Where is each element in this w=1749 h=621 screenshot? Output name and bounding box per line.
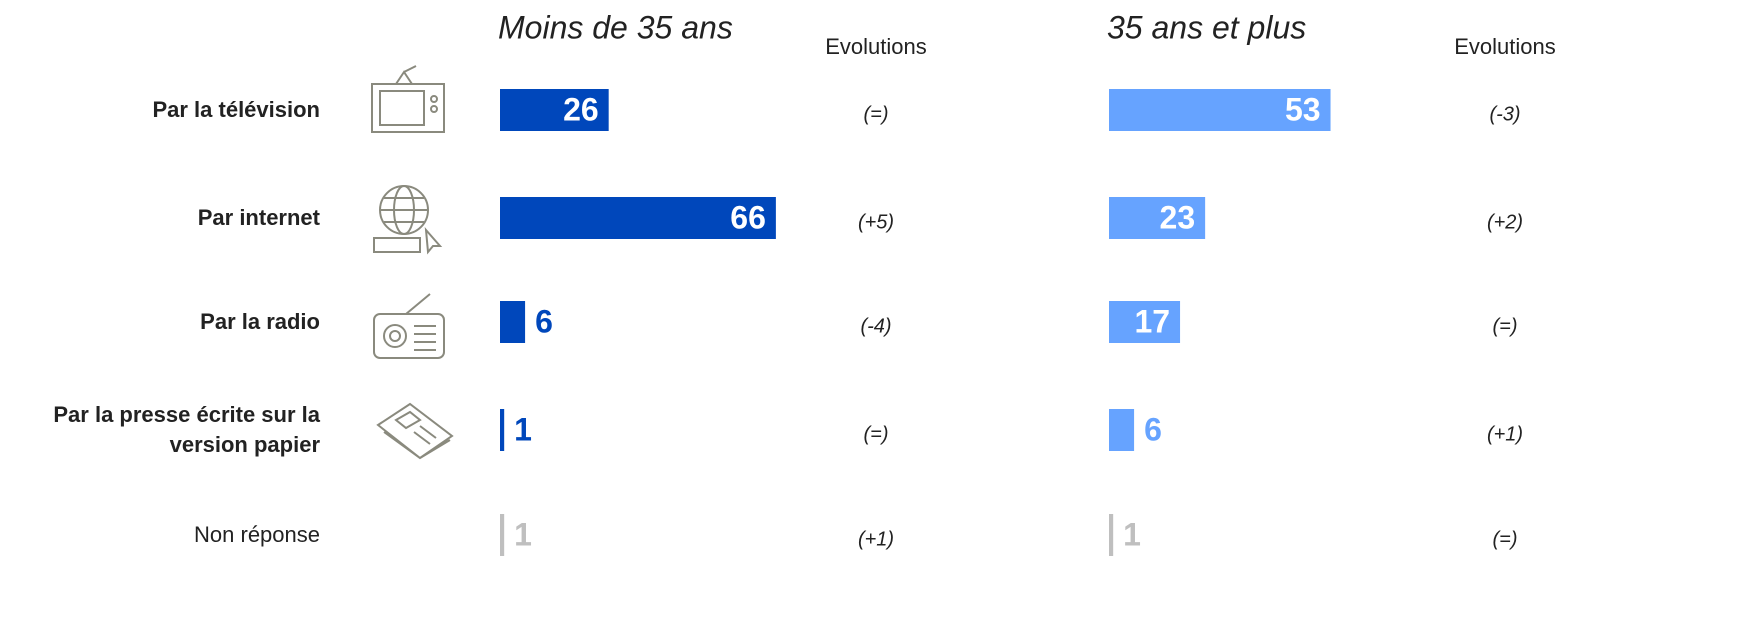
value-label: 1: [514, 411, 532, 447]
evolution-label: (=): [1493, 315, 1518, 337]
evolution-label: (-4): [860, 315, 891, 337]
tv-icon: [371, 65, 445, 133]
bar: [500, 514, 505, 556]
value-label: 6: [1144, 411, 1162, 447]
chart-title: Moins de 35 ans: [498, 9, 733, 45]
bar: [1109, 514, 1114, 556]
bar: [1109, 301, 1181, 343]
value-label: 1: [514, 516, 532, 552]
bar: [1109, 409, 1135, 451]
value-label: 23: [1160, 199, 1196, 235]
radio-icon: [373, 293, 445, 359]
evolutions-header: Evolutions: [1454, 34, 1556, 59]
evolution-label: (=): [1493, 528, 1518, 550]
category-label: Par la télévision: [152, 97, 320, 122]
chart-title: 35 ans et plus: [1107, 9, 1306, 45]
newspaper-icon: [376, 402, 454, 460]
bar: [500, 409, 505, 451]
evolution-label: (+1): [858, 528, 894, 550]
evolution-label: (-3): [1489, 103, 1520, 125]
bar: [500, 197, 776, 239]
evolution-label: (+5): [858, 211, 894, 233]
internet-icon: [373, 185, 443, 255]
category-label: Par la presse écrite sur la version papi…: [53, 402, 320, 457]
value-label: 53: [1285, 91, 1321, 127]
bar: [1109, 197, 1206, 239]
evolution-label: (=): [864, 103, 889, 125]
evolutions-header: Evolutions: [825, 34, 927, 59]
value-label: 6: [535, 303, 553, 339]
value-label: 66: [730, 199, 766, 235]
evolution-label: (=): [864, 423, 889, 445]
bar: [1109, 89, 1331, 131]
category-label: Non réponse: [194, 522, 320, 547]
evolution-label: (+1): [1487, 423, 1523, 445]
bar: [500, 89, 609, 131]
category-label: Par internet: [197, 205, 320, 230]
value-label: 1: [1123, 516, 1141, 552]
evolution-label: (+2): [1487, 211, 1523, 233]
value-label: 17: [1134, 303, 1170, 339]
value-label: 26: [563, 91, 599, 127]
bar: [500, 301, 526, 343]
category-label: Par la radio: [200, 309, 320, 334]
